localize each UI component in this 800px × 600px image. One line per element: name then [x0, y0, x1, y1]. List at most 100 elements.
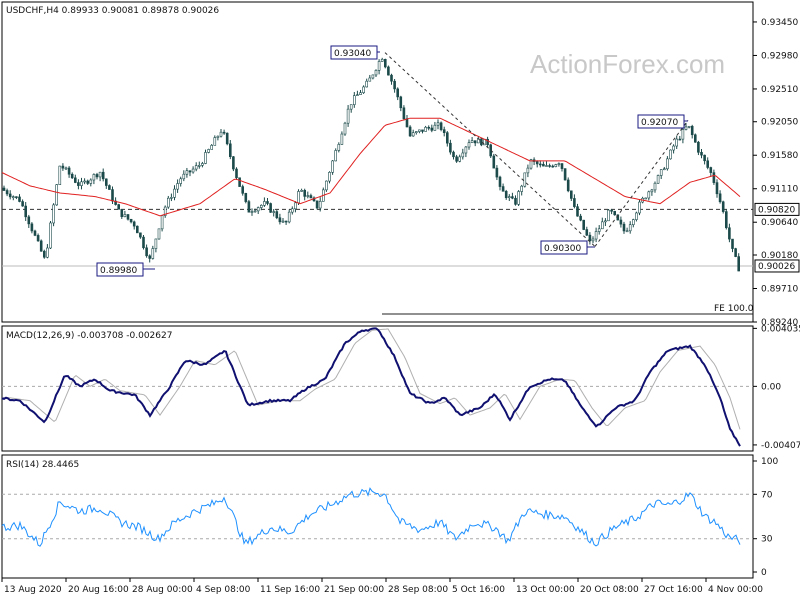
svg-text:0.89980: 0.89980 [100, 266, 137, 276]
fe-label: FE 100.0 [714, 304, 754, 314]
candle [356, 90, 359, 96]
candle [61, 163, 65, 171]
candle [235, 167, 238, 180]
candle [105, 178, 108, 189]
candle [436, 119, 440, 130]
candle [498, 175, 502, 191]
price-tick-label: 0.91580 [761, 151, 798, 161]
price-tick-label: 0.92510 [761, 85, 798, 95]
price-tick-label: 0.92050 [761, 118, 798, 128]
candle [315, 200, 319, 210]
candle [321, 187, 325, 202]
candle [52, 203, 55, 227]
candle [492, 153, 496, 169]
macd-tick-label: -0.004077 [761, 441, 800, 451]
x-tick-label: 20 Oct 08:00 [580, 585, 639, 595]
candle [331, 159, 334, 175]
annotation-label: 0.89980 [96, 262, 155, 277]
candle [659, 169, 663, 180]
price-ma [1, 117, 741, 217]
candle [371, 74, 375, 80]
candle [653, 181, 657, 193]
candle [374, 69, 378, 78]
candle [194, 162, 198, 172]
candle [198, 161, 201, 169]
candle [123, 210, 127, 218]
price-annotations: 0.93040 0.92070 0.90300 0.89980 [96, 45, 689, 277]
candle [684, 122, 688, 131]
candle [591, 236, 595, 244]
candle [225, 132, 229, 146]
candle [551, 164, 555, 168]
macd-lines [1, 327, 741, 447]
candle [201, 161, 204, 168]
macd-panel [1, 325, 754, 452]
candle [486, 136, 489, 148]
candle [734, 247, 737, 258]
candle [98, 171, 102, 182]
price-tick-label: 0.91110 [761, 185, 798, 195]
macd-signal-line [2, 328, 741, 430]
candle [170, 193, 173, 202]
candle [715, 179, 719, 198]
candle [700, 149, 703, 159]
candle [622, 221, 626, 234]
watermark: ActionForex.com [530, 49, 725, 79]
x-tick-label: 28 Aug 00:00 [132, 585, 193, 595]
candle [368, 74, 372, 82]
candle [359, 90, 362, 95]
candle [300, 188, 303, 192]
candle [77, 179, 80, 190]
candle [737, 253, 741, 272]
price-tick-label: 0.92980 [761, 51, 798, 61]
candle [101, 168, 105, 182]
candle [470, 137, 474, 144]
rsi-tick-label: 70 [761, 490, 773, 500]
candle [179, 176, 182, 187]
macd-header: MACD(12,26,9) -0.003708 -0.002627 [6, 331, 172, 341]
candle [387, 65, 390, 76]
candle [557, 162, 561, 167]
candle [597, 225, 601, 235]
candle [424, 125, 427, 132]
x-tick-label: 5 Oct 16:00 [452, 585, 505, 595]
candle [39, 239, 43, 252]
candle [142, 235, 145, 250]
candle [560, 163, 564, 172]
candle [290, 206, 294, 215]
candle [566, 177, 570, 193]
candle [343, 121, 347, 136]
candle [408, 125, 412, 137]
candle [306, 191, 310, 199]
macd-line [1, 327, 741, 447]
candle [95, 172, 99, 180]
annotation-label: 0.90300 [540, 240, 595, 255]
x-axis: 13 Aug 2020 20 Aug 16:00 28 Aug 00:00 4 Sep… [1, 578, 763, 595]
candle [207, 148, 210, 154]
candle [464, 145, 468, 158]
svg-text:0.93040: 0.93040 [334, 49, 371, 59]
candle [108, 184, 111, 190]
macd-tick-label: 0.00 [761, 382, 781, 392]
candle [21, 199, 24, 207]
candle [222, 129, 226, 135]
candle [421, 129, 424, 134]
x-tick-label: 27 Oct 16:00 [644, 585, 703, 595]
candle [213, 135, 217, 146]
candle [120, 208, 124, 219]
candle [467, 139, 471, 150]
candle [672, 144, 675, 154]
price-tick-label: 0.89710 [761, 285, 798, 295]
candle [399, 95, 403, 112]
candle [631, 218, 635, 228]
candle [340, 131, 344, 145]
candle [504, 189, 508, 200]
candle [520, 184, 524, 196]
candle [5, 188, 9, 197]
candle [74, 174, 77, 184]
price-header: USDCHF,H4 0.89933 0.90081 0.89878 0.9002… [6, 6, 219, 16]
candle [241, 184, 244, 196]
candle [690, 124, 694, 139]
candle [473, 140, 477, 147]
price-candles [2, 57, 741, 272]
